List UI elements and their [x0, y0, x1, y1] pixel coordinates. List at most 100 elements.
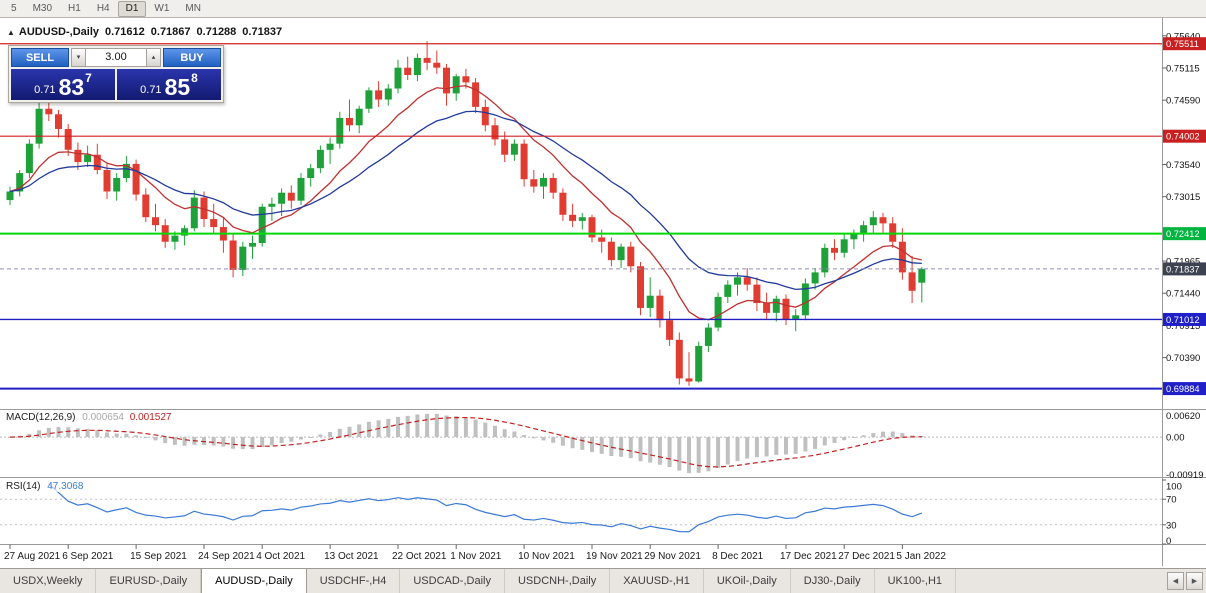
timeframe-w1[interactable]: W1 — [146, 1, 177, 17]
candle-body — [734, 277, 741, 285]
candle-body — [481, 106, 489, 126]
candle-body — [413, 57, 421, 76]
candle-body — [142, 194, 150, 218]
time-axis: 27 Aug 2021 6 Sep 2021 15 Sep 2021 24 Sep 2… — [4, 544, 946, 562]
macd-histogram-bar — [745, 437, 750, 459]
macd-histogram-bar — [881, 431, 885, 438]
macd-histogram-bar — [289, 437, 294, 442]
macd-histogram-bar — [260, 437, 265, 448]
timeframe-m30[interactable]: M30 — [25, 1, 60, 17]
tab-ukoil-daily[interactable]: UKOil-,Daily — [704, 569, 791, 593]
svg-text:0.72412: 0.72412 — [1166, 229, 1200, 239]
macd-histogram-bar — [522, 435, 527, 438]
macd-histogram-bar — [764, 437, 769, 457]
macd-histogram-bar — [919, 435, 924, 438]
macd-histogram-bar — [134, 435, 139, 438]
sell-price-display[interactable]: 0.71 83 7 — [11, 69, 115, 100]
candle-body — [287, 192, 295, 201]
candle-body — [394, 67, 402, 89]
tab-audusd-daily[interactable]: AUDUSD-,Daily — [201, 569, 307, 593]
macd-histogram-bar — [85, 428, 90, 438]
candle-body — [239, 246, 247, 270]
candle-body — [850, 234, 858, 240]
candle-body — [763, 303, 771, 313]
macd-histogram-bar — [628, 437, 633, 459]
candle-body — [84, 154, 92, 163]
macd-histogram-bar — [580, 437, 585, 450]
chart-title: ▲ AUDUSD-,Daily 0.71612 0.71867 0.71288 … — [7, 26, 282, 38]
candle-body — [540, 178, 547, 187]
tab-xauusd-h1[interactable]: XAUUSD-,H1 — [610, 569, 704, 593]
tab-eurusd-daily[interactable]: EURUSD-,Daily — [96, 569, 202, 593]
tab-usdcad-daily[interactable]: USDCAD-,Daily — [400, 569, 505, 593]
candle-body — [549, 178, 557, 193]
tab-scroll-right-button[interactable]: ▶ — [1186, 572, 1203, 590]
volume-input[interactable]: 3.00 — [86, 48, 146, 67]
candle-body — [307, 168, 315, 178]
candle-body — [879, 217, 887, 224]
macd-histogram-bar — [493, 425, 497, 438]
volume-control: ▾ 3.00 ▴ — [71, 48, 161, 67]
macd-histogram-bar — [396, 416, 400, 438]
svg-text:27 Aug 2021: 27 Aug 2021 — [4, 551, 61, 562]
tab-uk100-h1[interactable]: UK100-,H1 — [875, 569, 957, 593]
macd-histogram-bar — [405, 415, 410, 438]
buy-button[interactable]: BUY — [163, 48, 221, 67]
candle-body — [772, 298, 780, 313]
macd-histogram-bar — [37, 430, 42, 438]
macd-histogram-bar — [803, 437, 808, 452]
price-chart-canvas[interactable]: 0.75640 0.75115 0.74590 0.73540 0.73015 0.719… — [0, 18, 1206, 568]
volume-decrease-button[interactable]: ▾ — [71, 48, 86, 67]
candle-body — [268, 203, 276, 207]
candle-body — [384, 88, 392, 100]
price-badge: 0.74002 — [1163, 129, 1206, 143]
svg-text:0.71012: 0.71012 — [1166, 315, 1200, 325]
timeframe-5[interactable]: 5 — [3, 1, 25, 17]
ohlc-low: 0.71288 — [196, 26, 237, 38]
macd-histogram-bar — [638, 437, 643, 462]
tab-usdcnh-daily[interactable]: USDCNH-,Daily — [505, 569, 611, 593]
tab-usdx-weekly[interactable]: USDX,Weekly — [0, 569, 97, 593]
svg-text:0.70390: 0.70390 — [1166, 353, 1200, 364]
candle-body — [666, 320, 674, 340]
candle-body — [627, 246, 635, 267]
candle-body — [607, 241, 615, 261]
svg-text:13 Oct 2021: 13 Oct 2021 — [324, 551, 379, 562]
macd-histogram-bar — [463, 417, 468, 438]
horizontal-level-lines[interactable] — [0, 43, 1162, 390]
timeframe-d1[interactable]: D1 — [117, 0, 147, 17]
macd-histogram-bar — [861, 435, 866, 438]
macd-histogram-bar — [8, 437, 12, 439]
price-axis: 0.75640 0.75115 0.74590 0.73540 0.73015 0.719… — [1162, 18, 1206, 566]
sell-price-prefix: 0.71 — [34, 83, 56, 96]
macd-histogram-bar — [182, 437, 187, 446]
tab-usdchf-h4[interactable]: USDCHF-,H4 — [307, 569, 401, 593]
candle-body — [530, 179, 538, 187]
macd-histogram-bar — [269, 437, 274, 446]
timeframe-h4[interactable]: H4 — [89, 1, 118, 17]
sell-button[interactable]: SELL — [11, 48, 69, 67]
candle-body — [656, 295, 664, 321]
macd-histogram-bar — [240, 437, 245, 450]
svg-text:0.75640: 0.75640 — [1166, 31, 1200, 42]
tab-scroll-left-button[interactable]: ◀ — [1167, 572, 1184, 590]
timeframe-mn[interactable]: MN — [177, 1, 209, 17]
chart-tabs: USDX,Weekly EURUSD-,Daily AUDUSD-,Daily USD… — [0, 569, 957, 593]
price-badge: 0.72412 — [1163, 227, 1206, 241]
tab-dj30-daily[interactable]: DJ30-,Daily — [791, 569, 875, 593]
volume-increase-button[interactable]: ▴ — [146, 48, 161, 67]
price-badge: 0.75511 — [1163, 37, 1206, 51]
macd-histogram-bar — [599, 437, 604, 454]
macd-title: MACD(12,26,9) — [6, 412, 76, 423]
timeframe-h1[interactable]: H1 — [60, 1, 89, 17]
macd-histogram-bar — [754, 437, 759, 458]
candle-body — [64, 128, 72, 150]
candle-body — [229, 240, 237, 270]
svg-text:1 Nov 2021: 1 Nov 2021 — [450, 551, 502, 562]
candle-body — [472, 82, 480, 107]
candle-body — [714, 296, 722, 328]
macd-histogram-bar — [716, 437, 721, 469]
buy-price-display[interactable]: 0.71 85 8 — [117, 69, 221, 100]
macd-histogram-bar — [357, 424, 362, 438]
